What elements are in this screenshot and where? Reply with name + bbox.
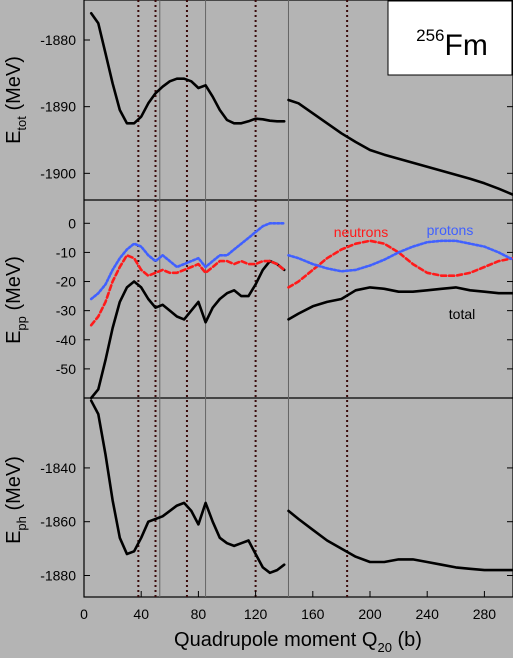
plot-frame xyxy=(83,0,513,598)
y-tick-label: -10 xyxy=(56,244,76,260)
y-tick-label: -30 xyxy=(56,303,76,319)
x-tick-label: 200 xyxy=(358,606,382,622)
series-line-total-segment-2 xyxy=(287,286,513,321)
y-tick-label: 0 xyxy=(68,215,76,231)
y-tick-label: -1840 xyxy=(40,460,76,476)
y-tick-label: -50 xyxy=(56,361,76,377)
y-tick-label: -40 xyxy=(56,332,76,348)
y-tick-label: -1880 xyxy=(40,567,76,583)
y-tick-label: -1890 xyxy=(40,99,76,115)
series-line-protons-segment-2 xyxy=(287,239,513,273)
x-tick-label: 240 xyxy=(416,606,440,622)
series-line-protons-segment-1 xyxy=(89,222,286,301)
y-axis-label-ph: Eph (MeV) xyxy=(3,456,29,544)
x-tick-label: 280 xyxy=(473,606,497,622)
x-tick-label: 160 xyxy=(301,606,325,622)
panel-total-energy: -1880 -1890 -1900 xyxy=(40,12,513,196)
series-line-energy-segment-1 xyxy=(89,12,286,125)
x-tick-label: 40 xyxy=(133,606,149,622)
y-tick-label: -1900 xyxy=(40,165,76,181)
x-tick-label: 120 xyxy=(244,606,268,622)
series-line-energy-segment-2 xyxy=(287,98,513,196)
series-line-total-segment-1 xyxy=(89,259,286,400)
series-line-energy-segment-2 xyxy=(287,509,513,572)
nucleus-label: 256Fm xyxy=(416,26,488,62)
series-line-energy-segment-1 xyxy=(89,399,286,575)
x-tick-label: 0 xyxy=(80,606,88,622)
panel-pairing-energy: 0 -10 -20 -30 -40 -50 xyxy=(56,215,513,400)
x-axis-ticks: 0 40 80 120 160 200 240 280 xyxy=(80,591,496,622)
annotation-neutrons: neutrons xyxy=(334,224,388,240)
reference-lines xyxy=(137,0,349,597)
nucleus-label-box xyxy=(387,0,513,76)
x-axis-label: Quadrupole moment Q20 (b) xyxy=(174,629,422,655)
y-axis-label-tot: Etot (MeV) xyxy=(3,56,29,144)
panel-particle-hole-energy: -1840 -1860 -1880 xyxy=(40,399,513,583)
annotation-protons: protons xyxy=(427,222,474,238)
series-line-neutrons-segment-2 xyxy=(287,239,513,289)
series-line-neutrons-segment-1 xyxy=(89,254,286,327)
annotation-total: total xyxy=(449,306,475,322)
y-axis-label-pp: Epp (MeV) xyxy=(3,256,29,344)
y-tick-label: -1880 xyxy=(40,32,76,48)
y-tick-label: -20 xyxy=(56,274,76,290)
y-tick-label: -1860 xyxy=(40,514,76,530)
x-tick-label: 80 xyxy=(191,606,207,622)
